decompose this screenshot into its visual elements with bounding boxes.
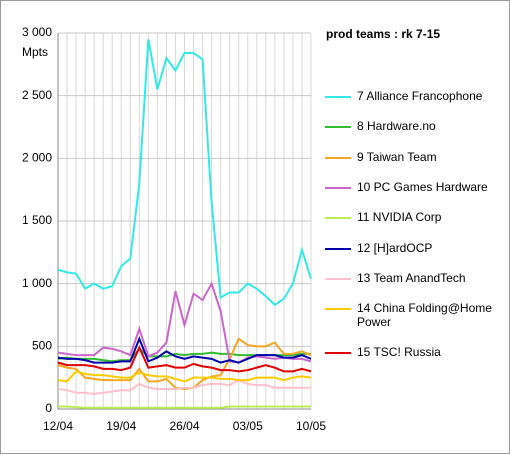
y-tick-label: 500 — [32, 339, 52, 353]
series-line — [57, 379, 311, 395]
legend-item: 10 PC Games Hardware — [325, 180, 505, 194]
y-tick-label: 0 — [45, 401, 52, 415]
series-line — [57, 281, 312, 364]
series-line — [57, 370, 312, 383]
legend-item: 8 Hardware.no — [325, 119, 505, 133]
legend-label: 8 Hardware.no — [357, 119, 436, 134]
legend-label: 11 NVIDIA Corp — [357, 210, 442, 225]
y-tick-label: 3 000 — [22, 25, 52, 39]
series-line — [57, 345, 312, 373]
y-tick-label: 2 500 — [22, 88, 52, 102]
series-line — [58, 405, 311, 409]
chart-title: prod teams : rk 7-15 — [326, 27, 440, 41]
legend-label: 7 Alliance Francophone — [357, 89, 483, 103]
legend-item: 11 NVIDIA Corp — [325, 210, 505, 224]
legend-swatch — [325, 352, 351, 355]
x-tick-label: 12/04 — [43, 419, 73, 433]
series-line — [57, 337, 312, 390]
legend-swatch — [325, 156, 351, 159]
legend-label: 13 Team AnandTech — [357, 270, 466, 285]
legend-item: 15 TSC! Russia — [325, 345, 505, 359]
legend-swatch — [325, 277, 351, 280]
series-line — [57, 39, 312, 307]
legend-swatch — [325, 308, 351, 311]
legend-item: 13 Team AnandTech — [325, 271, 505, 285]
legend-label: 12 [H]ardOCP — [357, 240, 433, 255]
legend-label: 9 Taiwan Team — [357, 149, 437, 164]
legend-label: 14 China Folding@Home Power — [357, 301, 492, 330]
legend-item: 7 Alliance Francophone — [325, 89, 505, 103]
y-axis-label: Mpts — [22, 45, 48, 59]
x-tick-label: 19/04 — [106, 419, 136, 433]
legend-swatch — [325, 96, 351, 98]
series-line — [57, 336, 312, 364]
x-tick-label: 03/05 — [233, 419, 263, 433]
legend-label: 10 PC Games Hardware — [357, 179, 488, 194]
legend-swatch — [325, 186, 351, 189]
x-tick-label: 26/04 — [169, 419, 199, 433]
x-tick-label: 10/05 — [296, 419, 326, 433]
y-tick-label: 1 500 — [22, 213, 52, 227]
legend-swatch — [325, 247, 351, 250]
legend-swatch — [325, 126, 351, 129]
legend-item: 14 China Folding@Home Power — [325, 301, 505, 329]
legend-item: 9 Taiwan Team — [325, 150, 505, 164]
legend-swatch — [325, 217, 351, 220]
legend-item: 12 [H]ardOCP — [325, 241, 505, 255]
legend-label: 15 TSC! Russia — [357, 345, 441, 360]
y-tick-label: 2 000 — [22, 151, 52, 165]
y-tick-label: 1 000 — [22, 276, 52, 290]
